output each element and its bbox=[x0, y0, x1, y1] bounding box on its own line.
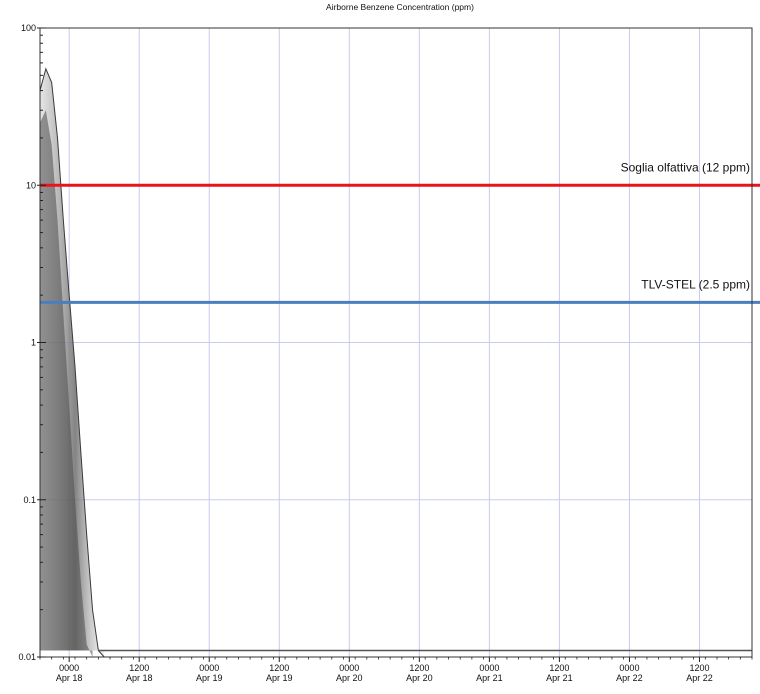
x-tick-label: 0000 bbox=[339, 663, 359, 673]
x-tick-date: Apr 21 bbox=[476, 673, 503, 683]
x-tick-label: 0000 bbox=[619, 663, 639, 673]
x-tick-date: Apr 18 bbox=[56, 673, 83, 683]
y-tick-label: 0.01 bbox=[18, 652, 36, 662]
y-tick-label: 0.1 bbox=[23, 495, 36, 505]
x-tick-date: Apr 21 bbox=[546, 673, 573, 683]
x-tick-date: Apr 19 bbox=[266, 673, 293, 683]
odor-threshold-label: Soglia olfattiva (12 ppm) bbox=[621, 160, 750, 174]
y-tick-label: 100 bbox=[21, 23, 36, 33]
x-tick-label: 1200 bbox=[409, 663, 429, 673]
reference-lines: Soglia olfattiva (12 ppm) TLV-STEL (2.5 p… bbox=[40, 160, 760, 304]
chart-title: Airborne Benzene Concentration (ppm) bbox=[326, 2, 474, 12]
x-tick-label: 1200 bbox=[129, 663, 149, 673]
x-tick-date: Apr 20 bbox=[336, 673, 363, 683]
x-tick-date: Apr 20 bbox=[406, 673, 433, 683]
x-tick-date: Apr 22 bbox=[686, 673, 713, 683]
ensemble-layer bbox=[39, 67, 752, 658]
y-tick-label: 10 bbox=[26, 180, 36, 190]
x-tick-label: 0000 bbox=[59, 663, 79, 673]
tlv-stel-label: TLV-STEL (2.5 ppm) bbox=[641, 277, 750, 291]
x-tick-date: Apr 18 bbox=[126, 673, 153, 683]
ensemble-core bbox=[40, 110, 93, 658]
y-tick-label: 1 bbox=[31, 338, 36, 348]
x-tick-date: Apr 22 bbox=[616, 673, 643, 683]
ensemble-upper-line bbox=[39, 67, 105, 658]
x-tick-label: 1200 bbox=[269, 663, 289, 673]
x-tick-label: 1200 bbox=[549, 663, 569, 673]
x-tick-date: Apr 19 bbox=[196, 673, 223, 683]
x-tick-label: 1200 bbox=[689, 663, 709, 673]
x-tick-label: 0000 bbox=[479, 663, 499, 673]
x-tick-label: 0000 bbox=[199, 663, 219, 673]
